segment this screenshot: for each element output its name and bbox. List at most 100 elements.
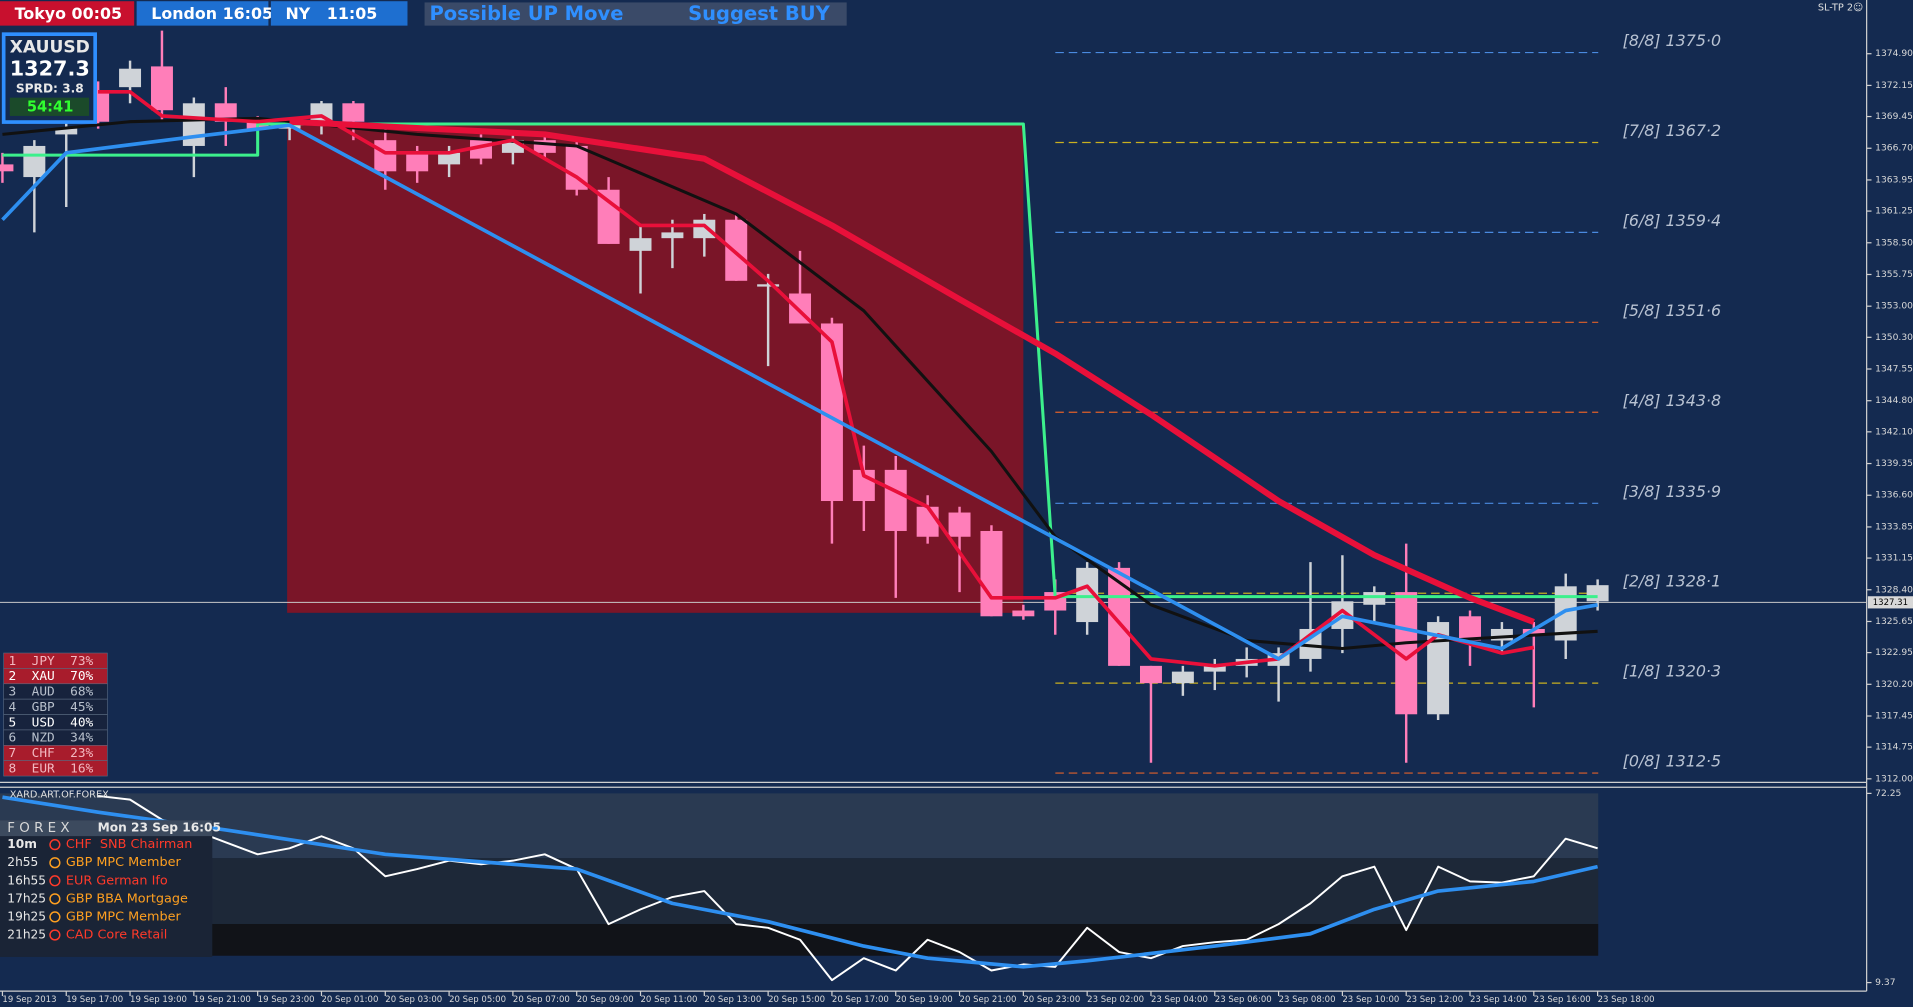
y-tick-label: 9.37	[1875, 978, 1896, 988]
x-tick-label: 19 Sep 2013	[2, 995, 56, 1005]
indicator-line	[2, 795, 1599, 969]
candle-body	[948, 512, 971, 537]
candle-body	[980, 530, 1003, 617]
y-tick-label: 1374.90	[1875, 49, 1913, 59]
x-tick-label: 23 Sep 18:00	[1598, 995, 1655, 1005]
session-label: London 16:05	[151, 4, 273, 23]
session-label: NY 11:05	[285, 4, 377, 23]
news-date: Mon 23 Sep 16:05	[98, 821, 221, 835]
x-tick-label: 20 Sep 01:00	[321, 995, 378, 1005]
zone	[287, 124, 1024, 613]
candle-body	[1299, 628, 1322, 659]
level-label: [5/8] 1351·6	[1623, 301, 1721, 320]
indicator-title: XARD.ART.OF.FOREX	[10, 790, 109, 801]
strength-row	[3, 760, 108, 777]
session-box	[270, 1, 408, 26]
y-tick-label: 1314.75	[1875, 743, 1913, 753]
candle-body	[342, 103, 365, 122]
suggest-text: Suggest BUY	[688, 2, 831, 25]
candle-body	[0, 164, 14, 172]
x-tick-label: 19 Sep 23:00	[258, 995, 315, 1005]
y-tick-label: 1353.00	[1875, 302, 1913, 312]
level-label: [6/8] 1359·4	[1623, 211, 1721, 230]
strength-label: 8 EUR 16%	[9, 761, 94, 776]
overlays: XARD.ART.OF.FOREX SL-TP 2☺ Possible UP M…	[0, 1, 1863, 957]
candle-body	[182, 103, 205, 146]
y-tick-label: 1361.25	[1875, 207, 1913, 217]
x-tick-label: 23 Sep 04:00	[1151, 995, 1208, 1005]
current-price-tag	[1867, 596, 1913, 609]
strength-label: 3 AUD 68%	[9, 685, 94, 700]
candle-body	[23, 145, 46, 178]
news-header	[0, 820, 213, 837]
candle-body	[1395, 592, 1418, 715]
session-box	[0, 1, 135, 26]
y-tick-label: 1320.20	[1875, 680, 1913, 690]
y-tick-label: 1312.00	[1875, 774, 1913, 784]
news-title: F O R E X	[7, 821, 69, 836]
x-tick-label: 19 Sep 21:00	[194, 995, 251, 1005]
x-tick-label: 20 Sep 11:00	[641, 995, 698, 1005]
news-time: 17h25	[7, 891, 46, 905]
level-label: [0/8] 1312·5	[1623, 752, 1721, 771]
indicator-line	[97, 794, 1598, 982]
session-box	[136, 1, 269, 26]
x-tick-label: 19 Sep 19:00	[130, 995, 187, 1005]
news-icon	[49, 911, 61, 923]
candle-body	[119, 68, 142, 88]
candle-body	[1171, 671, 1194, 684]
price-panel: [8/8] 1375·0 [7/8] 1367·2 [6/8] 1359·4 [5/8…	[0, 30, 1867, 774]
candle-body	[1012, 610, 1035, 617]
x-tick-label: 20 Sep 19:00	[896, 995, 953, 1005]
x-tick-label: 23 Sep 10:00	[1342, 995, 1399, 1005]
news-event: CAD Core Retail	[66, 927, 167, 942]
candle-body	[214, 103, 237, 122]
candle-body	[565, 145, 588, 190]
level-label: [7/8] 1367·2	[1623, 121, 1721, 140]
x-tick-label: 20 Sep 17:00	[832, 995, 889, 1005]
y-tick-label: 1372.15	[1875, 81, 1913, 91]
news-time: 10m	[7, 837, 37, 851]
candle-body	[1203, 665, 1226, 672]
y-tick-label: 1336.60	[1875, 491, 1913, 501]
x-tick-label: 19 Sep 17:00	[66, 995, 123, 1005]
y-tick-label: 1369.45	[1875, 112, 1913, 122]
signal-text: Possible UP Move	[429, 2, 623, 25]
level-label: [3/8] 1335·9	[1623, 482, 1721, 501]
candle-body	[1459, 616, 1481, 641]
band-upper	[0, 793, 1599, 859]
candle-body	[1108, 567, 1131, 666]
x-tick-label: 23 Sep 16:00	[1534, 995, 1591, 1005]
candle-body	[1554, 586, 1577, 641]
current-price-label: 1327.31	[1873, 598, 1908, 608]
news-event: GBP MPC Member	[66, 855, 182, 870]
candle-body	[1363, 592, 1386, 605]
level-label: [1/8] 1320·3	[1623, 662, 1721, 681]
candle-body	[629, 238, 652, 251]
news-event: GBP BBA Mortgage	[66, 891, 188, 906]
level-label: [2/8] 1328·1	[1623, 572, 1721, 591]
session-label: Tokyo 00:05	[15, 4, 122, 23]
indicator-panel	[0, 793, 1599, 982]
y-tick-label: 72.25	[1875, 789, 1901, 799]
y-tick-label: 1358.50	[1875, 238, 1913, 248]
y-tick-label: 1331.15	[1875, 554, 1913, 564]
candle-body	[1586, 585, 1609, 602]
candle-body	[597, 189, 620, 244]
y-tick-label: 1344.80	[1875, 396, 1913, 406]
news-icon	[49, 893, 61, 905]
candle-body	[884, 469, 907, 531]
candle-body	[1076, 567, 1099, 623]
y-tick-label: 1347.55	[1875, 365, 1913, 375]
strength-label: 2 XAU 70%	[9, 669, 94, 684]
y-tick-label: 1339.35	[1875, 459, 1913, 469]
timer-bg	[9, 97, 90, 116]
strength-label: 7 CHF 23%	[9, 746, 94, 761]
news-icon	[49, 929, 61, 941]
news-panel	[0, 820, 213, 957]
news-time: 2h55	[7, 855, 38, 869]
indicator-line	[289, 118, 1535, 625]
x-tick-label: 20 Sep 13:00	[704, 995, 761, 1005]
x-tick-label: 20 Sep 15:00	[768, 995, 825, 1005]
